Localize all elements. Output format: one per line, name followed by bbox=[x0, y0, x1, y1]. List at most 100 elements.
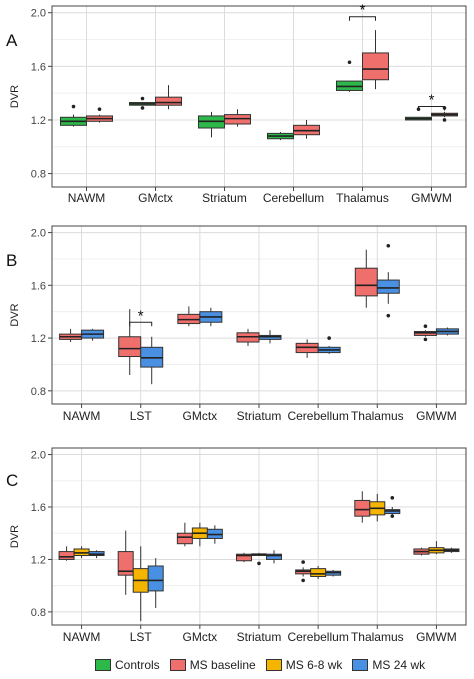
significance-bracket-thalamus bbox=[349, 16, 376, 21]
outlier-point-thalamus-controls bbox=[347, 60, 352, 65]
box-striatum-ms-baseline bbox=[236, 553, 252, 562]
legend-label-controls: Controls bbox=[115, 658, 160, 672]
chart-panel-b: 0.8 1.2 1.6 2.0 DVR B NAWM LST GMctx Striatum Cere… bbox=[6, 225, 467, 423]
legend-label-ms-24-wk: MS 24 wk bbox=[372, 658, 426, 672]
x-tick-label-cerebellum: Cerebellum bbox=[263, 191, 324, 205]
x-tick-label-gmctx: GMctx bbox=[138, 191, 173, 205]
box-gmctx-ms-baseline bbox=[176, 532, 193, 545]
outlier-point-gmctx-controls bbox=[140, 96, 145, 101]
y-tick-label: 0.8 bbox=[31, 607, 46, 619]
outlier-point-gmctx-controls bbox=[140, 106, 145, 110]
panel-letter: C bbox=[6, 471, 18, 490]
legend-swatch-ms-24-wk bbox=[352, 659, 369, 671]
outlier-point-nawm-ms-baseline bbox=[97, 107, 102, 112]
category-group-cerebellum bbox=[295, 560, 342, 583]
x-tick-label-nawm: NAWM bbox=[63, 630, 101, 644]
x-tick-label-gmwm: GMWM bbox=[416, 630, 457, 644]
category-group-cerebellum bbox=[295, 336, 341, 358]
x-tick-label-thalamus: Thalamus bbox=[351, 630, 404, 644]
x-tick-label-striatum: Striatum bbox=[202, 191, 247, 205]
panel-letter: B bbox=[6, 251, 17, 270]
box-gmctx-ms-baseline bbox=[155, 96, 182, 106]
outlier-point-cerebellum-ms-24-wk bbox=[327, 336, 331, 340]
box-lst-ms-baseline bbox=[118, 336, 142, 358]
legend-item-ms-24-wk: MS 24 wk bbox=[352, 658, 425, 672]
outlier-point-thalamus-ms-24-wk bbox=[390, 514, 395, 518]
x-tick-label-gmctx: GMctx bbox=[183, 409, 218, 423]
y-axis-label: DVR bbox=[9, 303, 21, 326]
category-group-gmwm bbox=[413, 324, 459, 342]
y-tick-label: 2.0 bbox=[31, 228, 46, 240]
y-tick-label: 1.2 bbox=[31, 333, 46, 345]
outlier-point-cerebellum-ms-baseline bbox=[301, 560, 305, 564]
category-group-gmctx bbox=[177, 306, 223, 327]
category-group-lst bbox=[118, 309, 164, 385]
box-thalamus-ms-baseline bbox=[354, 499, 371, 517]
x-tick-label-striatum: Striatum bbox=[237, 630, 282, 644]
significance-bracket-gmwm bbox=[418, 106, 445, 111]
legend-label-ms-baseline: MS baseline bbox=[189, 658, 256, 672]
x-tick-label-thalamus: Thalamus bbox=[336, 191, 389, 205]
box-lst-ms-24-wk bbox=[147, 565, 164, 592]
outlier-point-nawm-controls bbox=[71, 104, 76, 109]
category-group-striatum bbox=[236, 328, 282, 346]
outlier-point-thalamus-ms-24-wk bbox=[386, 243, 391, 248]
y-tick-label: 1.2 bbox=[31, 554, 46, 566]
x-tick-label-nawm: NAWM bbox=[68, 191, 106, 205]
category-group-striatum bbox=[198, 109, 251, 138]
category-group-thalamus bbox=[354, 243, 400, 318]
outlier-point-gmwm-ms-baseline bbox=[423, 337, 428, 342]
x-tick-label-gmwm: GMWM bbox=[411, 191, 452, 205]
category-group-gmctx bbox=[129, 85, 182, 110]
significance-bracket-lst bbox=[129, 321, 153, 327]
outlier-point-cerebellum-ms-baseline bbox=[301, 578, 305, 583]
x-tick-label-lst: LST bbox=[130, 630, 153, 644]
y-tick-label: 1.2 bbox=[31, 115, 46, 127]
legend-item-ms-baseline: MS baseline bbox=[169, 658, 256, 672]
category-group-thalamus bbox=[354, 491, 401, 523]
y-tick-label: 2.0 bbox=[31, 8, 46, 20]
chart-panel-a: 0.8 1.2 1.6 2.0 DVR A NAWM GMctx Striatum Cerebel… bbox=[6, 2, 467, 205]
y-axis-label: DVR bbox=[9, 525, 21, 548]
y-tick-label: 1.6 bbox=[31, 502, 46, 514]
category-group-gmwm bbox=[405, 106, 458, 122]
x-tick-label-cerebellum: Cerebellum bbox=[287, 630, 348, 644]
outlier-point-gmwm-ms-baseline bbox=[442, 118, 447, 122]
category-group-nawm bbox=[59, 328, 105, 343]
outlier-point-gmwm-ms-baseline bbox=[423, 324, 428, 329]
plot-border bbox=[51, 5, 467, 188]
x-tick-label-cerebellum: Cerebellum bbox=[287, 409, 348, 423]
category-group-striatum bbox=[236, 550, 282, 566]
category-group-cerebellum bbox=[267, 119, 320, 141]
x-tick-label-gmwm: GMWM bbox=[416, 409, 457, 423]
x-tick-label-lst: LST bbox=[130, 409, 153, 423]
box-striatum-ms-24-wk bbox=[266, 553, 282, 560]
outlier-point-striatum-ms-6-8-wk bbox=[257, 561, 261, 566]
legend-item-controls: Controls bbox=[95, 658, 160, 672]
y-axis-label: DVR bbox=[9, 85, 21, 108]
category-group-lst bbox=[117, 530, 164, 622]
panel-letter: A bbox=[6, 31, 18, 50]
y-tick-label: 0.8 bbox=[31, 386, 46, 398]
legend-swatch-ms-6-8-wk bbox=[265, 659, 282, 671]
outlier-point-thalamus-ms-24-wk bbox=[390, 496, 395, 500]
x-tick-label-nawm: NAWM bbox=[63, 409, 101, 423]
significance-star-thalamus: * bbox=[360, 2, 366, 19]
category-group-nawm bbox=[58, 546, 105, 561]
significance-star-gmwm: * bbox=[429, 92, 435, 109]
legend-item-ms-6-8-wk: MS 6-8 wk bbox=[265, 658, 343, 672]
y-tick-label: 1.6 bbox=[31, 280, 46, 292]
significance-star-lst: * bbox=[138, 307, 144, 324]
box-cerebellum-ms-6-8-wk bbox=[310, 568, 327, 577]
category-group-thalamus bbox=[336, 30, 389, 92]
box-lst-ms-baseline bbox=[117, 551, 134, 576]
legend-label-ms-6-8-wk: MS 6-8 wk bbox=[285, 658, 343, 672]
chart-legend: Controls MS baseline MS 6-8 wk MS 24 wk bbox=[95, 657, 425, 673]
category-group-nawm bbox=[60, 104, 113, 127]
y-tick-label: 0.8 bbox=[31, 169, 46, 181]
legend-swatch-ms-baseline bbox=[169, 659, 186, 671]
plot-background bbox=[52, 6, 466, 187]
category-group-gmctx bbox=[176, 522, 223, 547]
y-tick-label: 2.0 bbox=[31, 450, 46, 462]
